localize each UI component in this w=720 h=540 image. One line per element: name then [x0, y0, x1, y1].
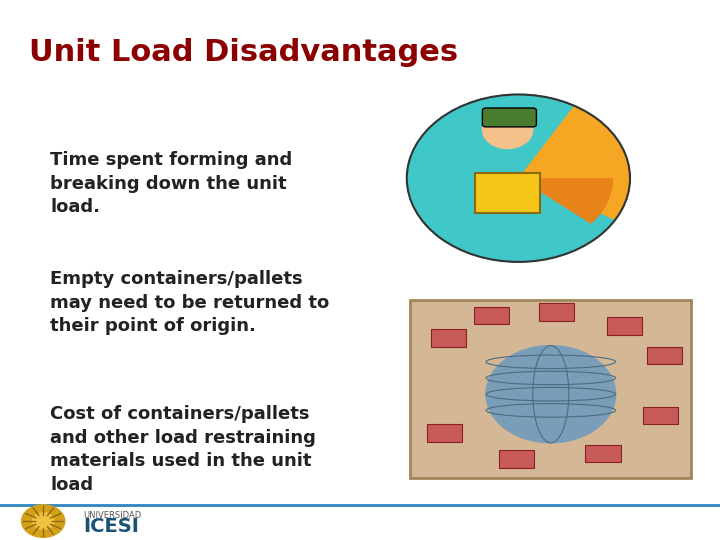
Text: Unit Load Disadvantages: Unit Load Disadvantages — [29, 38, 458, 67]
Text: Cost of containers/pallets
and other load restraining
materials used in the unit: Cost of containers/pallets and other loa… — [50, 405, 316, 494]
Text: Time spent forming and
breaking down the unit
load.: Time spent forming and breaking down the… — [50, 151, 292, 217]
FancyBboxPatch shape — [643, 407, 678, 424]
FancyBboxPatch shape — [431, 329, 466, 347]
Circle shape — [22, 505, 65, 537]
Circle shape — [482, 111, 533, 148]
Circle shape — [407, 94, 630, 262]
Wedge shape — [518, 178, 613, 224]
Text: UNIVERSIDAD: UNIVERSIDAD — [83, 511, 141, 520]
FancyBboxPatch shape — [475, 173, 540, 213]
FancyBboxPatch shape — [482, 108, 536, 127]
FancyBboxPatch shape — [539, 303, 574, 321]
FancyBboxPatch shape — [474, 307, 509, 324]
Circle shape — [486, 346, 616, 443]
FancyBboxPatch shape — [410, 300, 691, 478]
FancyBboxPatch shape — [647, 347, 682, 364]
FancyBboxPatch shape — [607, 318, 642, 335]
Wedge shape — [518, 106, 630, 220]
FancyBboxPatch shape — [585, 445, 621, 462]
FancyBboxPatch shape — [427, 424, 462, 442]
FancyBboxPatch shape — [499, 450, 534, 468]
Circle shape — [32, 513, 54, 529]
Text: Empty containers/pallets
may need to be returned to
their point of origin.: Empty containers/pallets may need to be … — [50, 270, 330, 335]
Text: ICESI: ICESI — [83, 517, 139, 536]
